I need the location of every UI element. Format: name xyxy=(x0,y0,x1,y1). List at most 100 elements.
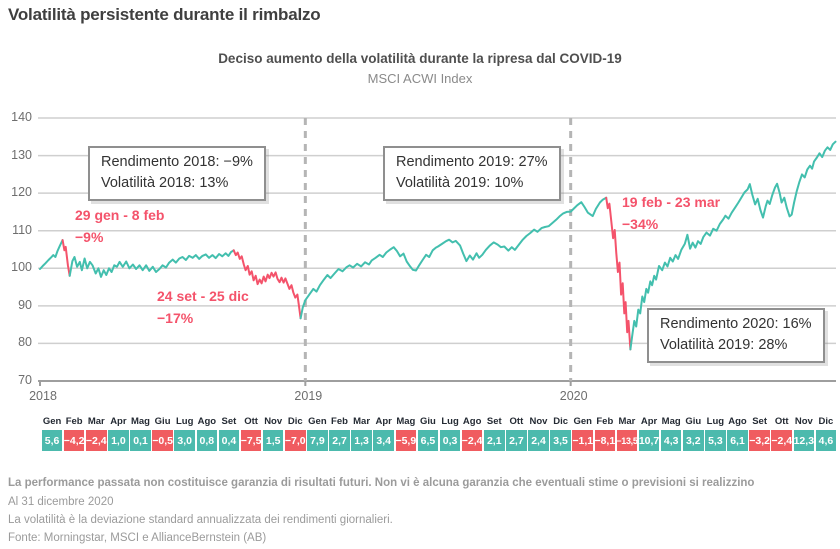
monthly-return-cell: −8,1 xyxy=(594,430,615,451)
monthly-return-cell: −1,1 xyxy=(572,430,593,451)
monthly-return-cell: 6,1 xyxy=(727,430,748,451)
monthly-return-cell: −4,2 xyxy=(64,430,85,451)
annotation-return-2019: Rendimento 2019: 27% xyxy=(396,154,548,170)
month-label: Ago xyxy=(728,416,747,427)
monthly-return-cell: −2,4 xyxy=(462,430,483,451)
index-line-segment xyxy=(629,140,837,351)
line-chart-plot xyxy=(38,117,837,386)
drawdown-dates: 24 set - 25 dic xyxy=(157,288,249,304)
month-label: Gen xyxy=(573,416,592,427)
monthly-return-cell: 3,4 xyxy=(373,430,395,451)
month-label: Gen xyxy=(42,416,62,427)
drawdown-pct: −9% xyxy=(75,228,104,245)
x-tick-label: 2018 xyxy=(29,389,57,403)
y-tick-label: 90 xyxy=(18,297,32,312)
month-label: Apr xyxy=(640,416,658,427)
month-label: Set xyxy=(752,416,767,427)
month-label: Ago xyxy=(197,416,217,427)
y-tick-label: 80 xyxy=(18,335,32,350)
drawdown-label-2018-q4: 24 set - 25 dic −17% xyxy=(157,286,249,329)
y-tick-label: 130 xyxy=(11,147,32,162)
annotation-box-2020: Rendimento 2020: 16% Volatilità 2019: 28… xyxy=(647,308,825,364)
month-label: Ott xyxy=(774,416,789,427)
monthly-return-cell: 5,3 xyxy=(705,430,726,451)
monthly-return-cell: 0,1 xyxy=(130,430,151,451)
monthly-return-cell: 3,2 xyxy=(682,430,704,451)
index-line-drawdown-segment xyxy=(605,196,632,351)
monthly-return-cell: −2,4 xyxy=(771,430,792,451)
monthly-return-cell: 2,7 xyxy=(329,430,350,451)
as-of-date: Al 31 dicembre 2020 xyxy=(8,496,114,508)
y-tick-label: 140 xyxy=(11,110,32,124)
month-label: Mag xyxy=(396,416,416,427)
annotation-box-2019: Rendimento 2019: 27% Volatilità 2019: 10… xyxy=(383,146,561,202)
monthly-return-cell: 4,3 xyxy=(660,430,682,451)
annotation-box-2018: Rendimento 2018: −9% Volatilità 2018: 13… xyxy=(88,146,266,202)
month-label: Apr xyxy=(375,416,392,427)
monthly-return-cell: −2,4 xyxy=(86,430,107,451)
month-label: Feb xyxy=(331,416,348,427)
chart-subtitle: MSCI ACWI Index xyxy=(367,71,473,86)
y-tick-label: 120 xyxy=(11,185,32,200)
month-label: Giu xyxy=(154,416,171,427)
monthly-return-cell: 1,5 xyxy=(262,430,284,451)
month-label: Lug xyxy=(176,416,194,427)
month-label: Nov xyxy=(794,416,813,427)
monthly-return-cell: −7,5 xyxy=(241,430,261,451)
annotation-return-2020: Rendimento 2020: 16% xyxy=(660,316,812,332)
month-label: Apr xyxy=(110,416,127,427)
drawdown-dates: 19 feb - 23 mar xyxy=(622,194,721,210)
monthly-return-cell: 2,7 xyxy=(506,430,527,451)
monthly-return-cell: 10,7 xyxy=(638,430,660,451)
volatility-note: La volatilità è la deviazione standard a… xyxy=(8,514,393,526)
month-label: Ago xyxy=(462,416,482,427)
monthly-return-cell: 3,5 xyxy=(550,430,571,451)
drawdown-pct: −34% xyxy=(622,215,659,232)
annotation-volatility-2020: Volatilità 2019: 28% xyxy=(660,337,788,354)
annotation-volatility-2018: Volatilità 2018: 13% xyxy=(101,175,229,192)
month-label: Nov xyxy=(529,416,548,427)
month-label: Feb xyxy=(65,416,83,427)
month-label: Mar xyxy=(353,416,371,427)
x-tick-label: 2020 xyxy=(559,389,588,403)
drawdown-label-2020: 19 feb - 23 mar −34% xyxy=(622,192,720,235)
month-label: Feb xyxy=(596,416,614,427)
monthly-return-cell: −13,5 xyxy=(616,430,638,451)
y-tick-label: 100 xyxy=(11,260,32,275)
y-tick-label: 70 xyxy=(18,373,32,387)
drawdown-label-2018-feb: 29 gen - 8 feb −9% xyxy=(75,205,164,248)
month-label: Lug xyxy=(441,416,459,427)
monthly-return-cell: 7,9 xyxy=(307,430,328,451)
month-label: Set xyxy=(221,416,237,427)
monthly-return-cell: 6,5 xyxy=(417,430,439,451)
index-line-segment xyxy=(299,196,608,320)
drawdown-dates: 29 gen - 8 feb xyxy=(75,207,165,223)
month-label: Dic xyxy=(818,416,834,427)
monthly-return-cell: −3,2 xyxy=(749,430,770,451)
monthly-table-values: 5,6 −4,2 −2,4 1,0 0,1 −0,5 3,0 0,8 0,4 −7,5 1,5 −7,… xyxy=(0,430,840,451)
month-label: Mag xyxy=(661,416,681,427)
monthly-return-cell: −5,9 xyxy=(395,430,416,451)
index-line-segment xyxy=(68,249,235,278)
monthly-return-cell: 0,3 xyxy=(439,430,461,451)
x-tick-label: 2019 xyxy=(294,389,323,403)
annotation-return-2018: Rendimento 2018: −9% xyxy=(101,154,253,170)
month-label: Mar xyxy=(87,416,105,427)
monthly-return-cell: 0,8 xyxy=(196,430,218,451)
annotation-volatility-2019: Volatilità 2019: 10% xyxy=(396,175,524,192)
month-label: Ott xyxy=(509,416,524,427)
month-label: Ott xyxy=(244,416,258,427)
month-label: Dic xyxy=(287,416,303,427)
index-line-drawdown-segment xyxy=(232,249,302,320)
monthly-return-cell: 1,0 xyxy=(108,430,129,451)
month-label: Giu xyxy=(685,416,702,427)
month-label: Mar xyxy=(618,416,636,427)
monthly-return-cell: 12,3 xyxy=(793,430,815,451)
monthly-table-month-labels: Gen Feb Mar Apr Mag Giu Lug Ago Set Ott Nov Dic Gen F… xyxy=(0,416,840,428)
monthly-return-cell: 2,1 xyxy=(483,430,505,451)
monthly-return-cell: 1,3 xyxy=(351,430,372,451)
drawdown-pct: −17% xyxy=(157,309,194,326)
month-label: Nov xyxy=(264,416,283,427)
source-note: Fonte: Morningstar, MSCI e AllianceBerns… xyxy=(8,532,267,544)
